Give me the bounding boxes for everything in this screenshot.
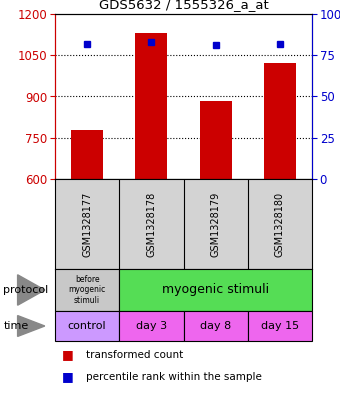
Text: ■: ■	[62, 371, 73, 384]
Text: day 3: day 3	[136, 321, 167, 331]
Bar	[248, 311, 312, 341]
Text: before
myogenic
stimuli: before myogenic stimuli	[68, 275, 106, 305]
Title: GDS5632 / 1555326_a_at: GDS5632 / 1555326_a_at	[99, 0, 268, 11]
Bar	[119, 311, 184, 341]
Text: protocol: protocol	[3, 285, 49, 295]
Text: myogenic stimuli: myogenic stimuli	[162, 283, 269, 296]
Bar	[135, 33, 167, 179]
Text: GSM1328179: GSM1328179	[210, 191, 221, 257]
Bar	[71, 130, 103, 179]
Text: GSM1328177: GSM1328177	[82, 191, 92, 257]
Text: ■: ■	[62, 349, 73, 362]
Text: percentile rank within the sample: percentile rank within the sample	[86, 372, 261, 382]
Bar	[55, 311, 119, 341]
Text: control: control	[68, 321, 106, 331]
Polygon shape	[18, 316, 45, 336]
Text: day 8: day 8	[200, 321, 231, 331]
Bar	[200, 101, 232, 179]
Bar	[264, 64, 296, 179]
Bar	[184, 311, 248, 341]
Text: transformed count: transformed count	[86, 350, 183, 360]
Text: GSM1328180: GSM1328180	[275, 191, 285, 257]
Bar	[55, 269, 119, 311]
Text: time: time	[3, 321, 29, 331]
Text: GSM1328178: GSM1328178	[147, 191, 156, 257]
Bar	[119, 269, 312, 311]
Polygon shape	[18, 275, 45, 305]
Text: day 15: day 15	[261, 321, 299, 331]
